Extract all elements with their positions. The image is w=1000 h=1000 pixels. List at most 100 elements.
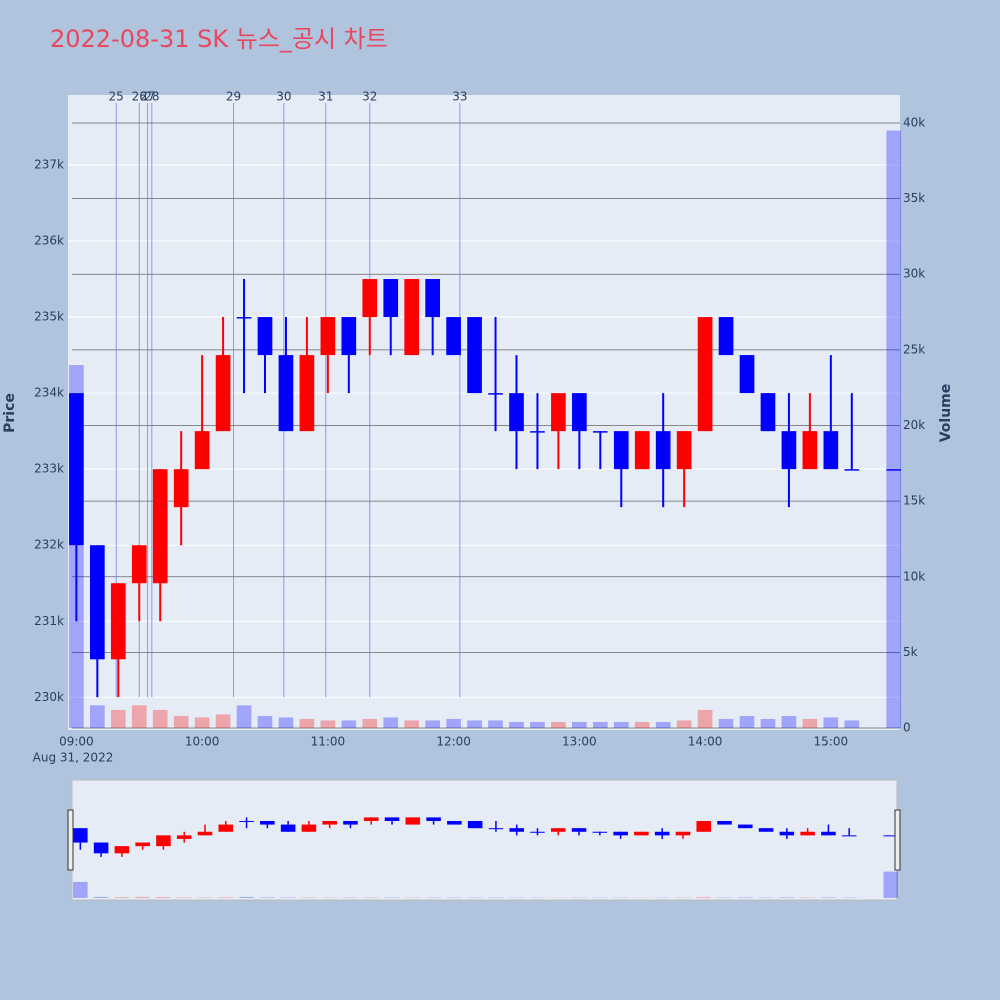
mini-volume-bar [779,897,795,898]
volume-bar [488,720,503,729]
candle-body [697,317,713,432]
candle-body [886,469,902,471]
volume-bar [467,720,482,729]
mini-candle-body [738,824,753,829]
candle-body [299,355,315,432]
volume-bar [299,718,315,729]
volume-bar [739,715,755,729]
mini-candle-body [301,824,317,832]
y2-tick-label: 40k [903,115,925,129]
volume-bar [823,717,839,729]
x-date-label: Aug 31, 2022 [33,751,114,765]
slider-handle[interactable] [894,809,901,871]
candle-body [592,431,608,433]
event-label: 33 [452,90,467,104]
volume-bar [613,721,629,729]
range-slider[interactable] [71,779,898,901]
candle-body [844,469,860,471]
candle-body [278,355,294,432]
candle-body [257,317,273,356]
volume-bar [551,721,566,729]
event-label: 25 [109,90,124,104]
mini-volume-bar [883,871,899,898]
mini-candle-body [280,824,296,832]
mini-candle-body [779,831,795,836]
y-tick-label: 230k [34,690,64,704]
mini-candle-body [883,835,899,837]
x-tick-label: 14:00 [688,735,723,749]
volume-bar [655,721,671,729]
x-tick-label: 13:00 [562,735,597,749]
volume-bar [676,720,692,729]
volume-bar [634,721,650,729]
mini-candle-body [509,828,524,832]
mini-candle-body [654,831,670,836]
mini-candle-body [530,831,545,833]
y2-tick-label: 25k [903,342,925,356]
mini-candle-body [467,820,483,829]
candle-body [90,545,105,660]
mini-volume-bar [114,897,130,898]
mini-candle-body [363,817,379,821]
volume-bar [257,715,273,729]
slider-handle[interactable] [67,809,74,871]
candle-body [467,317,482,394]
mini-candle-body [841,835,857,837]
candle-body [572,393,587,432]
candle-body [676,431,692,470]
mini-candle-body [322,820,337,825]
candle-body [739,355,755,394]
candle-body [446,317,461,356]
mini-candle-body [634,831,649,836]
mini-volume-bar [135,896,150,898]
event-label: 28 [144,90,159,104]
candle-body [802,431,818,470]
mini-candle-body [197,831,213,836]
mini-volume-bar [696,897,712,898]
volume-bar [110,709,126,729]
mini-candle-body [405,817,421,825]
mini-candle-body [592,831,608,833]
candle-body [509,393,524,432]
candle-body [425,279,440,318]
mini-candle-body [114,846,130,854]
candle-body [131,545,147,584]
event-label: 26 [132,90,147,104]
candle-body [655,431,671,470]
candle-body [613,431,629,470]
mini-candle-body [239,820,254,822]
mini-candle-body [696,820,712,832]
mini-candle-body [821,831,836,836]
volume-bar [194,717,210,729]
x-tick-label: 15:00 [814,735,849,749]
y-tick-label: 236k [34,234,64,248]
candle-body [215,355,231,432]
volume-bar [446,718,461,729]
y-tick-label: 237k [34,157,64,171]
mini-candle-body [384,817,400,821]
x-tick-label: 10:00 [185,735,220,749]
candle-body [194,431,210,470]
y2-tick-label: 0 [903,721,911,735]
volume-bar [802,718,818,729]
mini-volume-bar [156,897,171,898]
volume-bar [592,721,608,729]
candle-body [341,317,357,356]
mini-candle-body [176,835,192,839]
mini-candle-body [800,831,815,836]
volume-bar [152,709,168,729]
volume-bar [425,720,440,729]
mini-candle-body [156,835,171,847]
candle-body [634,431,650,470]
mini-candle-body [447,820,462,825]
mini-volume-bar [738,897,753,898]
mini-volume-bar [93,896,109,898]
mini-candle-body [675,831,691,836]
event-label: 27 [140,90,155,104]
mini-candle-body [93,842,109,854]
volume-bar [215,714,231,729]
mini-volume-bar [73,881,88,898]
volume-bar [278,717,294,729]
mini-candle-body [550,828,566,832]
